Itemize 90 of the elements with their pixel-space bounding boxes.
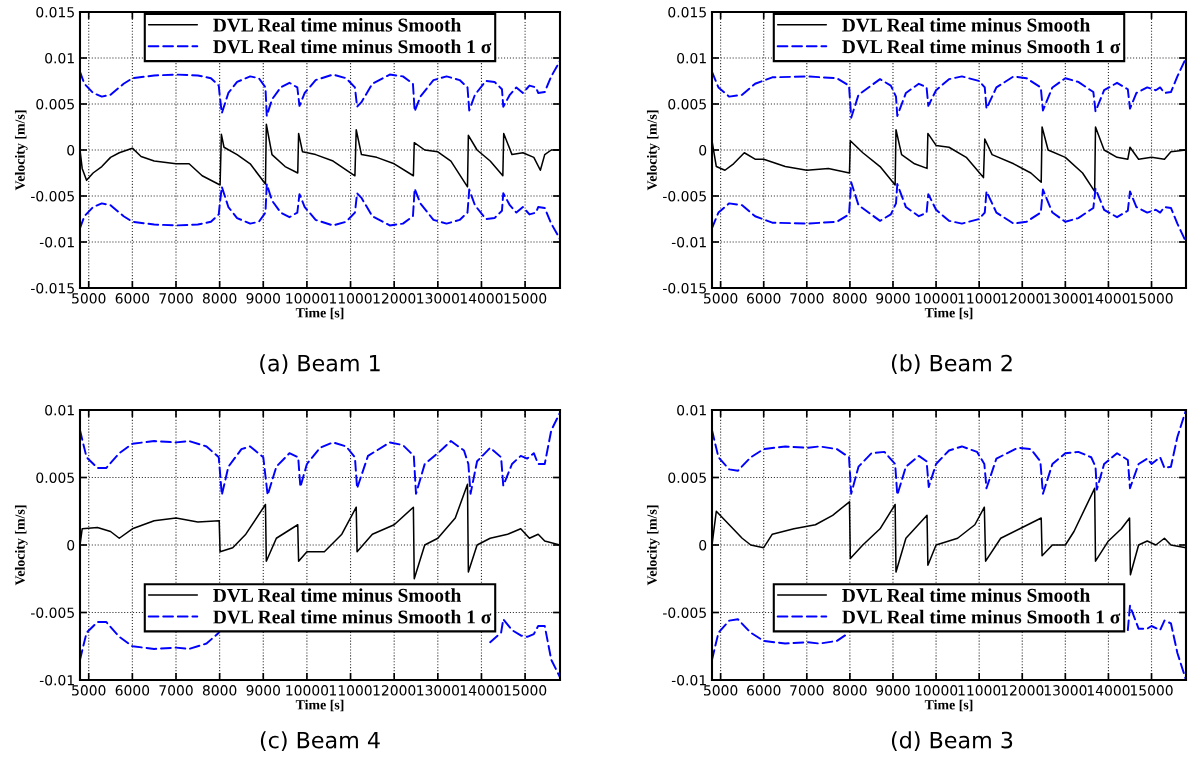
y-tick-label: 0 — [699, 539, 707, 551]
y-tick-label: 0.01 — [45, 404, 74, 416]
x-tick-label: 6000 — [747, 685, 781, 696]
x-tick-label: 11000 — [958, 685, 1001, 696]
legend-label: DVL Real time minus Smooth 1 σ — [213, 39, 492, 54]
y-tick-label: -0.005 — [663, 190, 706, 202]
x-tick-label: 15000 — [1130, 293, 1173, 304]
x-tick-label: 7000 — [159, 293, 193, 304]
y-axis-title: Velocity [m/s] — [646, 110, 660, 191]
x-tick-label: 8000 — [833, 685, 867, 696]
x-tick-label: 12000 — [373, 293, 416, 304]
x-tick-label: 10000 — [915, 685, 958, 696]
x-axis-title: Time [s] — [295, 307, 344, 320]
x-tick-label: 6000 — [115, 293, 150, 304]
y-tick-label: 0.01 — [677, 52, 706, 64]
x-tick-label: 8000 — [202, 685, 237, 696]
text: (d) Beam 3 — [891, 731, 1013, 752]
x-tick-label: 5000 — [704, 685, 738, 696]
x-tick-label: 5000 — [72, 293, 106, 304]
x-tick-label: 12000 — [1001, 685, 1044, 696]
text: (c) Beam 4 — [260, 731, 380, 752]
x-tick-label: 13000 — [1044, 685, 1087, 696]
x-tick-label: 14000 — [1087, 685, 1130, 696]
y-axis-title: Velocity [m/s] — [646, 505, 660, 586]
x-tick-label: 14000 — [460, 293, 503, 304]
x-axis-title: Time [s] — [924, 307, 973, 320]
legend-label: DVL Real time minus Smooth — [213, 17, 462, 32]
x-axis-title: Time [s] — [295, 699, 344, 712]
x-tick-label: 7000 — [159, 685, 193, 696]
x-tick-label: 15000 — [504, 293, 547, 304]
y-tick-label: 0.015 — [36, 6, 74, 18]
y-tick-label: 0 — [67, 539, 75, 551]
x-tick-label: 13000 — [417, 685, 459, 696]
x-tick-label: 12000 — [373, 685, 416, 696]
y-tick-label: -0.01 — [671, 236, 706, 248]
x-tick-label: 9000 — [876, 293, 910, 304]
y-tick-label: -0.005 — [31, 607, 74, 618]
y-axis-title: Velocity [m/s] — [14, 505, 28, 586]
x-axis-title: Time [s] — [924, 699, 973, 712]
y-tick-label: -0.01 — [671, 674, 706, 686]
x-tick-label: 11000 — [329, 685, 372, 696]
x-tick-label: 7000 — [790, 293, 824, 304]
y-tick-label: 0.005 — [668, 472, 706, 483]
text: (b) Beam 2 — [891, 354, 1012, 375]
y-tick-label: 0 — [67, 144, 75, 156]
x-tick-label: 8000 — [202, 293, 237, 304]
y-tick-label: -0.005 — [31, 190, 74, 202]
legend-label: DVL Real time minus Smooth — [842, 588, 1091, 603]
x-tick-label: 10000 — [915, 293, 958, 304]
text: (a) Beam 1 — [260, 354, 380, 375]
y-tick-label: 0.01 — [677, 404, 706, 416]
x-tick-label: 10000 — [286, 685, 329, 696]
line-series — [712, 181, 1186, 243]
y-tick-label: -0.015 — [31, 282, 74, 294]
x-tick-label: 5000 — [704, 293, 738, 304]
legend-label: DVL Real time minus Smooth — [213, 588, 462, 603]
x-tick-label: 15000 — [504, 685, 547, 696]
x-tick-label: 12000 — [1001, 293, 1044, 304]
x-tick-label: 6000 — [115, 685, 150, 696]
x-tick-label: 11000 — [329, 293, 372, 304]
x-tick-label: 13000 — [417, 293, 459, 304]
x-tick-label: 13000 — [1044, 293, 1087, 304]
legend-label: DVL Real time minus Smooth 1 σ — [842, 39, 1121, 54]
x-tick-label: 15000 — [1130, 685, 1173, 696]
x-tick-label: 7000 — [790, 685, 824, 696]
x-tick-label: 11000 — [958, 293, 1001, 304]
line-series — [712, 57, 1186, 119]
x-tick-label: 9000 — [876, 685, 910, 696]
x-tick-label: 8000 — [833, 293, 867, 304]
x-tick-label: 9000 — [246, 293, 281, 304]
y-tick-label: 0.005 — [668, 98, 706, 110]
x-tick-label: 10000 — [286, 293, 329, 304]
legend-label: DVL Real time minus Smooth — [842, 17, 1091, 32]
x-tick-label: 14000 — [460, 685, 503, 696]
y-tick-label: -0.01 — [39, 674, 74, 686]
legend-label: DVL Real time minus Smooth 1 σ — [842, 609, 1121, 624]
y-tick-label: -0.015 — [663, 282, 706, 294]
y-tick-label: 0.015 — [668, 6, 706, 18]
y-axis-title: Velocity [m/s] — [14, 110, 28, 191]
y-tick-label: -0.01 — [39, 236, 74, 248]
y-tick-label: 0.01 — [45, 52, 74, 64]
y-tick-label: 0.005 — [36, 98, 74, 110]
y-tick-label: 0.005 — [36, 472, 74, 483]
x-tick-label: 6000 — [747, 293, 781, 304]
legend-label: DVL Real time minus Smooth 1 σ — [213, 609, 492, 624]
x-tick-label: 14000 — [1087, 293, 1130, 304]
y-tick-label: 0 — [699, 144, 707, 156]
x-tick-label: 9000 — [246, 685, 281, 696]
y-tick-label: -0.005 — [663, 607, 706, 618]
x-tick-label: 5000 — [72, 685, 106, 696]
